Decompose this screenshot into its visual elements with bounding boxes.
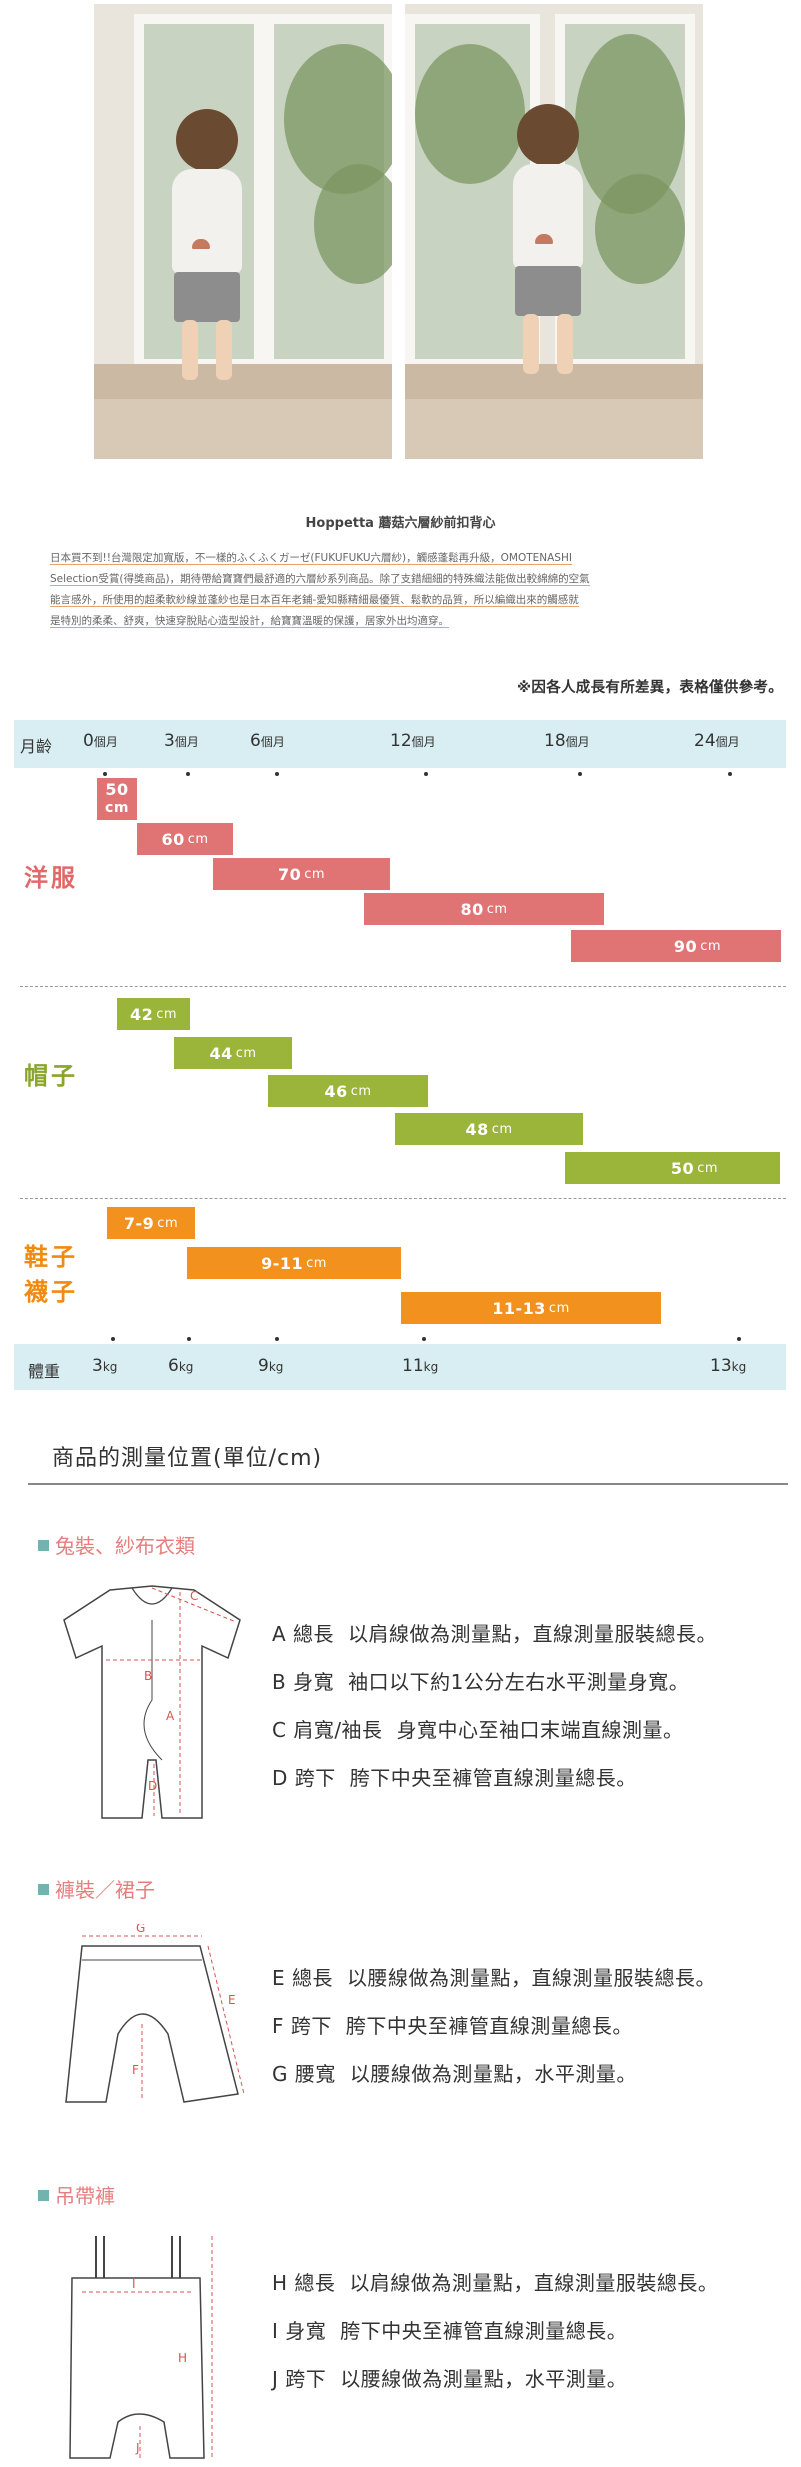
bullet-square-icon (38, 1540, 49, 1551)
age-band (14, 720, 786, 768)
group-title-bodysuit: 兔裝、紗布衣類 (38, 1530, 195, 1559)
weight-tick-dot (275, 1337, 279, 1341)
product-title: Hoppetta 蘑菇六層紗前扣背心 (305, 516, 496, 531)
weight-label: 體重 (28, 1362, 61, 1381)
measure-line: B 身寬 袖口以下約1公分左右水平測量身寬。 (272, 1670, 690, 1694)
description-line: Selection受賞(得獎商品)，期待帶給寶寶們最舒適的六層紗系列商品。除了支… (50, 573, 590, 586)
size-bar-hats-50: 50 cm (565, 1152, 780, 1184)
description-line: 是特別的柔柔、舒爽，快速穿脫貼心造型設計，給寶寶溫暖的保護，居家外出均適穿。 (50, 615, 449, 628)
measurement-section-title: 商品的測量位置(單位/cm) (52, 1446, 323, 1471)
size-bar-hats-48: 48 cm (395, 1113, 583, 1145)
mark-label: F (132, 2063, 139, 2077)
measure-line: J 跨下 以腰線做為測量點，水平測量。 (272, 2367, 628, 2391)
size-bar-hats-46: 46 cm (268, 1075, 428, 1107)
section-divider (20, 1198, 786, 1199)
size-bar-hats-44: 44 cm (174, 1037, 292, 1069)
measure-line: E 總長 以腰線做為測量點，直線測量服裝總長。 (272, 1966, 716, 1990)
weight-tick-dot (111, 1337, 115, 1341)
mark-label: B (144, 1669, 152, 1683)
size-bar-clothes-60: 60 cm (137, 823, 233, 855)
weight-tick-dot (422, 1337, 426, 1341)
product-photo-front (94, 4, 392, 459)
measure-line: I 身寬 胯下中央至褲管直線測量總長。 (272, 2319, 628, 2343)
mark-label: D (148, 1779, 157, 1793)
product-description: 日本買不到!!台灣限定加寬版，不一樣的ふくふくガーゼ(FUKUFUKU六層紗)，… (50, 548, 762, 632)
age-tick-dot (578, 772, 582, 776)
size-bar-shoes-7-9: 7-9 cm (107, 1207, 195, 1239)
weight-tick: 6kg (168, 1356, 194, 1376)
age-tick-dot (103, 772, 107, 776)
size-bar-clothes-50: 50 cm (97, 778, 137, 820)
description-line: 日本買不到!!台灣限定加寬版，不一樣的ふくふくガーゼ(FUKUFUKU六層紗)，… (50, 552, 572, 565)
weight-band (14, 1344, 786, 1390)
measure-line: G 腰寬 以腰線做為測量點，水平測量。 (272, 2062, 637, 2086)
mark-label: H (178, 2351, 187, 2365)
size-bar-clothes-70: 70 cm (213, 858, 390, 890)
age-tick: 18個月 (544, 731, 590, 751)
mark-label: I (132, 2277, 136, 2291)
age-tick-dot (728, 772, 732, 776)
mark-label: J (135, 2441, 140, 2455)
mark-label: C (190, 1589, 198, 1603)
description-line: 能言感外，所使用的超柔軟紗線並蓬紗也是日本百年老鋪-愛知縣精細最優質、鬆軟的品質… (50, 594, 579, 607)
weight-tick-dot (187, 1337, 191, 1341)
category-label-clothes: 洋服 (24, 864, 78, 892)
category-label-shoes: 鞋子 (24, 1243, 78, 1271)
weight-tick: 9kg (258, 1356, 284, 1376)
category-label-hats: 帽子 (24, 1062, 78, 1090)
bodysuit-diagram: B A C D (63, 1585, 241, 1819)
age-tick-dot (186, 772, 190, 776)
size-bar-shoes-11-13: 11-13 cm (401, 1292, 661, 1324)
product-photo-back (405, 4, 703, 459)
group-title-overalls: 吊帶褲 (38, 2180, 115, 2209)
section-divider (20, 986, 786, 987)
mark-label: A (166, 1709, 175, 1723)
age-tick: 0個月 (83, 731, 118, 751)
category-label-socks: 襪子 (24, 1278, 78, 1306)
age-tick: 6個月 (250, 731, 285, 751)
measure-line: A 總長 以肩線做為測量點，直線測量服裝總長。 (272, 1622, 718, 1646)
bullet-square-icon (38, 1884, 49, 1895)
pants-diagram: G E F (65, 1924, 245, 2103)
age-tick: 24個月 (694, 731, 740, 751)
size-bar-hats-42: 42 cm (117, 998, 190, 1030)
measure-line: F 跨下 胯下中央至褲管直線測量總長。 (272, 2014, 633, 2038)
size-bar-clothes-80: 80 cm (364, 893, 604, 925)
age-tick-dot (424, 772, 428, 776)
age-label: 月齡 (20, 737, 53, 756)
section-underline (28, 1483, 788, 1485)
group-title-pants: 褲裝／裙子 (38, 1874, 155, 1903)
bullet-square-icon (38, 2190, 49, 2201)
weight-tick: 3kg (92, 1356, 118, 1376)
weight-tick-dot (737, 1337, 741, 1341)
weight-tick: 11kg (402, 1356, 439, 1376)
mark-label: E (228, 1993, 236, 2007)
size-bar-clothes-90: 90 cm (571, 930, 781, 962)
weight-tick: 13kg (710, 1356, 747, 1376)
measure-line: C 肩寬/袖長 身寬中心至袖口末端直線測量。 (272, 1718, 684, 1742)
measure-line: D 跨下 胯下中央至褲管直線測量總長。 (272, 1766, 637, 1790)
size-bar-shoes-9-11: 9-11 cm (187, 1247, 401, 1279)
overalls-diagram: I H J (69, 2236, 213, 2459)
age-tick-dot (275, 772, 279, 776)
size-chart-note: ※因各人成長有所差異，表格僅供參考。 (517, 680, 783, 696)
age-tick: 3個月 (164, 731, 199, 751)
age-tick: 12個月 (390, 731, 436, 751)
measure-line: H 總長 以肩線做為測量點，直線測量服裝總長。 (272, 2271, 719, 2295)
mark-label: G (136, 1924, 145, 1935)
